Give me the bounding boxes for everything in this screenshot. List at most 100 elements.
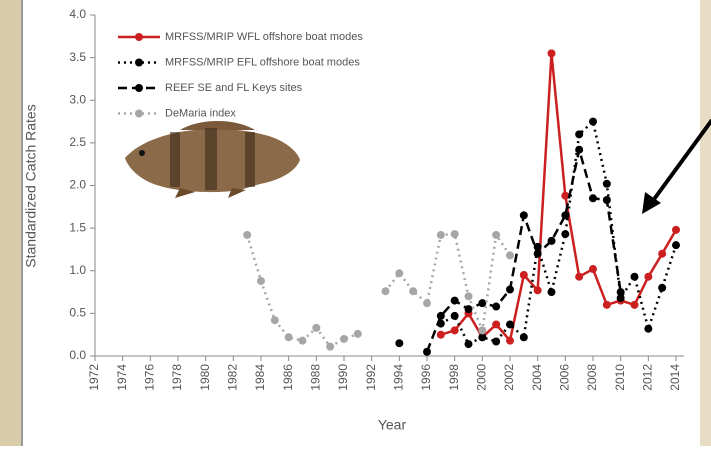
data-point xyxy=(589,265,597,274)
data-point xyxy=(589,194,597,203)
x-tick-label: 2000 xyxy=(475,364,489,391)
y-tick-label: 0.5 xyxy=(69,306,86,320)
x-tick-label: 1998 xyxy=(447,364,461,391)
y-tick-label: 1.0 xyxy=(69,263,86,277)
data-point xyxy=(547,49,556,58)
data-point xyxy=(630,272,639,281)
data-point xyxy=(492,230,501,239)
y-tick-label: 2.5 xyxy=(69,135,86,149)
y-tick-label: 4.0 xyxy=(69,7,86,21)
slide-border xyxy=(700,0,711,446)
data-point xyxy=(561,191,570,200)
data-point xyxy=(506,285,514,294)
x-tick-label: 1980 xyxy=(198,364,212,391)
x-axis-label: Year xyxy=(378,417,407,433)
legend-label: REEF SE and FL Keys sites xyxy=(165,82,303,94)
x-tick-label: 2006 xyxy=(558,364,572,391)
data-point xyxy=(602,179,611,188)
legend-label: DeMaria index xyxy=(165,107,236,119)
data-point xyxy=(436,330,445,339)
y-axis-label: Standardized Catch Rates xyxy=(23,104,39,267)
x-tick-label: 1996 xyxy=(419,364,433,391)
data-point xyxy=(547,236,556,245)
legend-label: MRFSS/MRIP EFL offshore boat modes xyxy=(165,56,360,68)
series-line xyxy=(440,119,678,346)
data-point xyxy=(257,276,265,285)
data-point xyxy=(644,324,653,333)
legend-marker xyxy=(135,109,143,118)
data-point xyxy=(450,311,459,320)
data-point xyxy=(270,316,279,325)
data-point xyxy=(243,230,252,239)
data-point xyxy=(575,130,584,139)
x-tick-label: 2010 xyxy=(613,364,627,391)
x-tick-label: 1994 xyxy=(392,364,406,391)
series-line xyxy=(245,231,512,349)
data-point xyxy=(658,249,667,258)
x-tick-label: 1984 xyxy=(253,364,267,391)
x-tick-label: 1982 xyxy=(226,364,240,391)
data-point xyxy=(575,145,584,154)
data-point xyxy=(464,340,473,349)
data-point xyxy=(533,242,542,251)
y-tick-label: 3.0 xyxy=(69,92,86,106)
legend-marker xyxy=(135,58,143,67)
data-point xyxy=(353,329,362,338)
x-tick-label: 1972 xyxy=(87,364,101,391)
data-point xyxy=(326,342,335,351)
data-point xyxy=(506,320,514,329)
data-point xyxy=(658,283,667,292)
data-point xyxy=(492,302,501,311)
x-tick-label: 2008 xyxy=(585,364,599,391)
x-tick-label: 1986 xyxy=(281,364,295,391)
legend-label: MRFSS/MRIP WFL offshore boat modes xyxy=(165,31,363,43)
x-tick-label: 1992 xyxy=(364,364,378,391)
data-point xyxy=(533,249,542,258)
annotation-arrow xyxy=(650,118,711,204)
data-point xyxy=(298,336,307,345)
data-point xyxy=(409,287,418,296)
data-point xyxy=(423,347,431,356)
data-point xyxy=(616,288,625,297)
data-point xyxy=(312,323,321,332)
legend-marker xyxy=(135,33,143,41)
data-point xyxy=(436,311,445,320)
data-point xyxy=(575,272,584,281)
data-point xyxy=(395,339,404,348)
data-point xyxy=(395,269,404,278)
x-tick-label: 2002 xyxy=(502,364,516,391)
data-point xyxy=(561,230,570,239)
x-tick-label: 2012 xyxy=(641,364,655,391)
annotation-arrowhead xyxy=(642,192,661,214)
x-tick-label: 2014 xyxy=(668,364,682,391)
data-point xyxy=(672,241,680,250)
data-point xyxy=(533,286,542,295)
x-tick-label: 1978 xyxy=(170,364,184,391)
data-point xyxy=(616,294,625,303)
slide-border xyxy=(0,0,22,446)
data-point xyxy=(644,272,653,281)
data-point xyxy=(506,251,514,260)
data-point xyxy=(602,300,611,309)
data-point xyxy=(464,292,473,301)
data-point xyxy=(478,326,487,335)
x-tick-label: 1988 xyxy=(309,364,323,391)
data-point xyxy=(602,195,611,204)
x-tick-label: 2004 xyxy=(530,364,544,391)
y-tick-label: 3.5 xyxy=(69,50,86,64)
y-tick-label: 1.5 xyxy=(69,220,86,234)
data-point xyxy=(547,288,556,297)
data-point xyxy=(672,225,680,234)
y-tick-label: 2.0 xyxy=(69,178,86,192)
series-line xyxy=(425,149,622,353)
data-point xyxy=(464,305,473,314)
data-point xyxy=(630,300,639,309)
data-point xyxy=(478,333,487,342)
data-point xyxy=(519,271,528,280)
data-point xyxy=(450,326,459,335)
x-tick-label: 1974 xyxy=(115,364,129,391)
data-point xyxy=(423,299,431,308)
fish-illustration xyxy=(125,121,300,198)
